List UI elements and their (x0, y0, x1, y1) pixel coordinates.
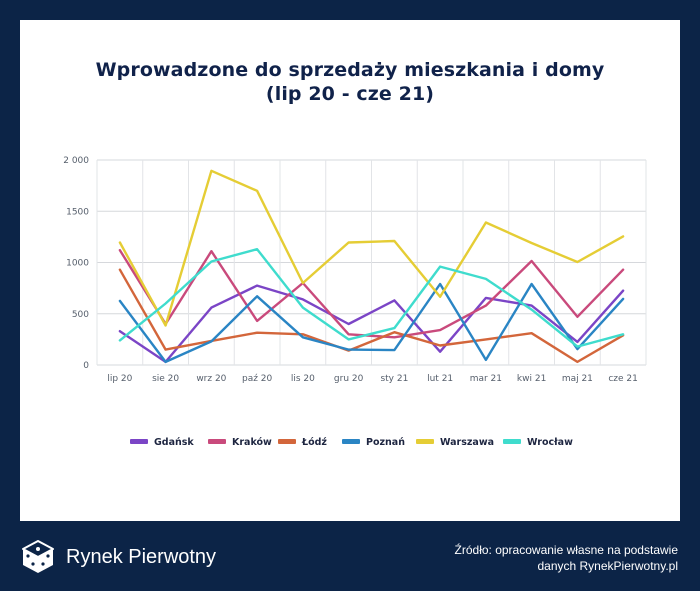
legend-label: Wrocław (527, 437, 573, 448)
legend-label: Kraków (232, 437, 272, 448)
series-line-2 (118, 268, 625, 364)
x-axis-ticks: lip 20 sie 20 wrz 20 paź 20 lis 20 gru 20 sty … (107, 374, 638, 384)
legend-label: Warszawa (440, 437, 494, 448)
source-line1: Źródło: opracowanie własne na podstawie (454, 543, 678, 557)
chart-title-line2: (lip 20 - cze 21) (265, 83, 435, 105)
series-lines (118, 169, 625, 364)
brand-name: Rynek Pierwotny (66, 545, 217, 568)
x-tick-label: lut 21 (427, 374, 453, 384)
line-chart: 0 500 1000 1500 2 000 lip 20 sie 20 wrz 20 paź … (63, 156, 647, 448)
legend-swatch (503, 439, 521, 444)
legend-swatch (278, 439, 296, 444)
chart-card: Wprowadzone do sprzedaży mieszkania i do… (20, 20, 680, 521)
series-line-3 (118, 282, 625, 364)
source-line2: danych RynekPierwotny.pl (537, 559, 678, 573)
y-tick-label: 1000 (66, 259, 89, 269)
x-tick-label: lis 20 (291, 374, 315, 384)
chart-title: Wprowadzone do sprzedaży mieszkania i do… (20, 58, 680, 106)
x-tick-label: paź 20 (242, 374, 273, 384)
y-tick-label: 1500 (66, 207, 89, 217)
legend-swatch (208, 439, 226, 444)
y-tick-label: 0 (83, 361, 89, 371)
chart-title-line1: Wprowadzone do sprzedaży mieszkania i do… (95, 59, 605, 81)
dice-logo-icon (22, 540, 54, 573)
x-tick-label: wrz 20 (196, 374, 226, 384)
x-tick-label: lip 20 (107, 374, 132, 384)
y-tick-label: 2 000 (63, 156, 89, 166)
brand-logo: Rynek Pierwotny (20, 537, 216, 577)
y-axis-ticks: 0 500 1000 1500 2 000 (63, 156, 89, 371)
series-line-4 (118, 169, 625, 327)
legend-label: Gdańsk (154, 437, 194, 448)
source-note: Źródło: opracowanie własne na podstawie … (378, 542, 678, 574)
legend-label: Łódź (301, 437, 327, 448)
x-tick-label: gru 20 (334, 374, 364, 384)
legend-swatch (342, 439, 360, 444)
y-tick-label: 500 (72, 310, 89, 320)
x-tick-label: kwi 21 (517, 374, 546, 384)
legend-swatch (130, 439, 148, 444)
x-tick-label: maj 21 (562, 374, 593, 384)
legend: Gdańsk Kraków Łódź Poznań Warszawa Wrocław (130, 437, 573, 448)
x-tick-label: sty 21 (380, 374, 408, 384)
x-tick-label: mar 21 (470, 374, 502, 384)
series-line-5 (118, 247, 625, 348)
series-line-1 (118, 248, 625, 339)
series-line-0 (118, 284, 625, 364)
legend-swatch (416, 439, 434, 444)
x-tick-label: cze 21 (608, 374, 638, 384)
x-tick-label: sie 20 (152, 374, 179, 384)
legend-label: Poznań (366, 437, 405, 448)
